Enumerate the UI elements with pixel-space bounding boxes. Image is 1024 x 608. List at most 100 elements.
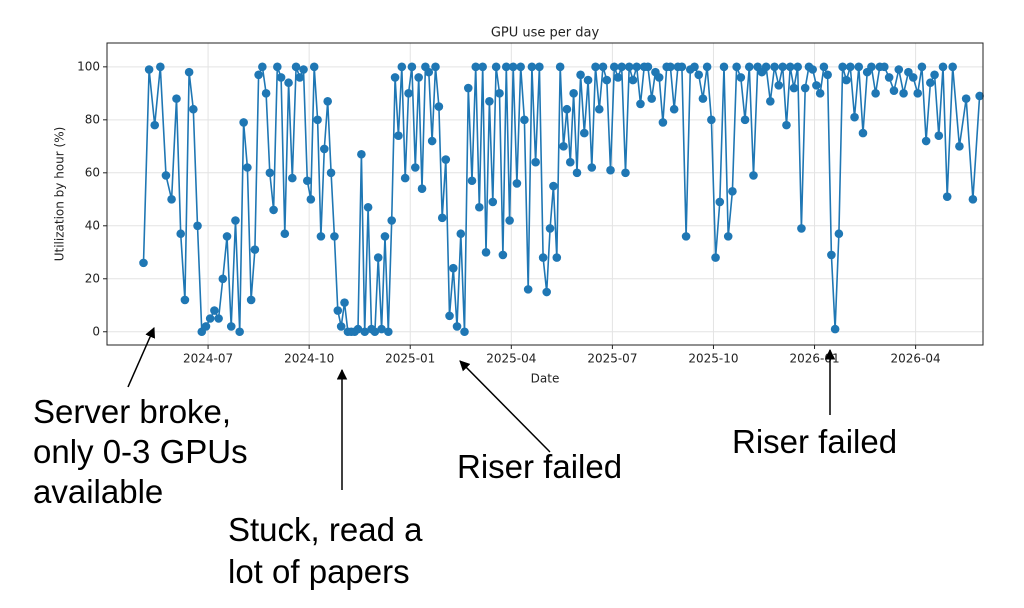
data-point bbox=[880, 62, 889, 72]
data-point bbox=[410, 163, 420, 172]
data-point bbox=[609, 62, 619, 72]
data-point bbox=[512, 179, 522, 188]
data-point bbox=[621, 168, 630, 178]
data-point bbox=[565, 157, 575, 167]
data-point bbox=[161, 171, 171, 180]
annotation-line: only 0-3 GPUs bbox=[33, 433, 248, 470]
data-point bbox=[698, 94, 708, 103]
data-point bbox=[276, 73, 286, 82]
data-point bbox=[167, 194, 176, 204]
data-point bbox=[823, 70, 832, 80]
data-point bbox=[838, 62, 847, 72]
x-tick-label: 2026-01 bbox=[789, 352, 839, 366]
data-point bbox=[373, 253, 383, 262]
data-point bbox=[481, 247, 491, 257]
data-point bbox=[156, 62, 165, 72]
data-point bbox=[316, 232, 326, 241]
data-point bbox=[921, 136, 931, 146]
data-point bbox=[139, 258, 148, 268]
data-point bbox=[744, 62, 754, 72]
x-tick-label: 2025-10 bbox=[688, 352, 738, 366]
data-point bbox=[254, 70, 263, 80]
data-point bbox=[715, 197, 725, 207]
data-point bbox=[336, 322, 346, 331]
data-point bbox=[414, 73, 423, 82]
data-point bbox=[975, 91, 984, 101]
data-point bbox=[306, 194, 316, 204]
data-point bbox=[555, 62, 565, 72]
data-point bbox=[926, 78, 935, 88]
data-point bbox=[602, 75, 612, 85]
data-point bbox=[628, 75, 638, 85]
data-point bbox=[632, 62, 642, 72]
data-point bbox=[520, 115, 529, 125]
x-tick-label: 2024-07 bbox=[183, 352, 233, 366]
data-point bbox=[400, 173, 410, 183]
data-point bbox=[793, 62, 802, 72]
data-point bbox=[576, 70, 585, 80]
data-point bbox=[323, 96, 332, 106]
data-point bbox=[740, 115, 750, 125]
data-point bbox=[827, 250, 836, 260]
data-point bbox=[694, 70, 704, 80]
data-point bbox=[643, 62, 653, 72]
data-point bbox=[448, 263, 458, 273]
data-point bbox=[299, 65, 308, 74]
data-point bbox=[583, 75, 593, 85]
data-point bbox=[189, 104, 198, 114]
data-point bbox=[427, 136, 437, 146]
annotation-arrow bbox=[459, 360, 551, 453]
data-point bbox=[770, 62, 779, 72]
data-point bbox=[456, 229, 466, 239]
data-point bbox=[587, 163, 597, 172]
axes-frame bbox=[106, 42, 984, 346]
data-point bbox=[917, 62, 927, 72]
data-point bbox=[397, 62, 407, 72]
data-point bbox=[948, 62, 957, 72]
y-tick-label: 40 bbox=[85, 218, 100, 232]
data-point bbox=[302, 176, 312, 186]
data-point bbox=[538, 253, 548, 262]
data-point bbox=[782, 120, 791, 130]
data-point bbox=[363, 202, 373, 212]
data-point bbox=[309, 62, 319, 72]
data-point bbox=[261, 89, 271, 98]
data-point bbox=[830, 324, 840, 334]
data-point bbox=[542, 287, 551, 297]
data-point bbox=[265, 168, 275, 178]
data-point bbox=[222, 232, 232, 241]
data-point bbox=[437, 213, 447, 223]
data-point bbox=[613, 73, 623, 82]
data-point bbox=[884, 73, 894, 82]
data-point bbox=[624, 62, 634, 72]
data-point bbox=[269, 205, 278, 215]
data-point bbox=[193, 221, 202, 231]
data-point bbox=[250, 245, 260, 254]
annotation-line: Riser failed bbox=[457, 448, 622, 485]
y-tick-label: 80 bbox=[85, 112, 100, 126]
data-point bbox=[284, 78, 293, 88]
data-point bbox=[669, 104, 679, 114]
data-point bbox=[231, 216, 240, 225]
data-point bbox=[201, 322, 211, 331]
data-point bbox=[606, 165, 615, 175]
data-point bbox=[867, 62, 876, 72]
data-point bbox=[417, 184, 427, 194]
data-point bbox=[431, 62, 440, 72]
data-point bbox=[235, 327, 244, 337]
data-point bbox=[508, 62, 518, 72]
data-point bbox=[377, 324, 386, 334]
annotation-line: Riser failed bbox=[732, 423, 897, 460]
data-point bbox=[390, 73, 400, 82]
data-point bbox=[968, 194, 978, 204]
data-point bbox=[505, 216, 514, 225]
data-point bbox=[728, 187, 737, 196]
data-point bbox=[654, 73, 664, 82]
data-point bbox=[485, 96, 494, 106]
data-point bbox=[320, 144, 329, 154]
data-point bbox=[246, 295, 256, 305]
x-tick-label: 2024-10 bbox=[284, 352, 334, 366]
data-point bbox=[934, 131, 944, 141]
data-point bbox=[677, 62, 687, 72]
